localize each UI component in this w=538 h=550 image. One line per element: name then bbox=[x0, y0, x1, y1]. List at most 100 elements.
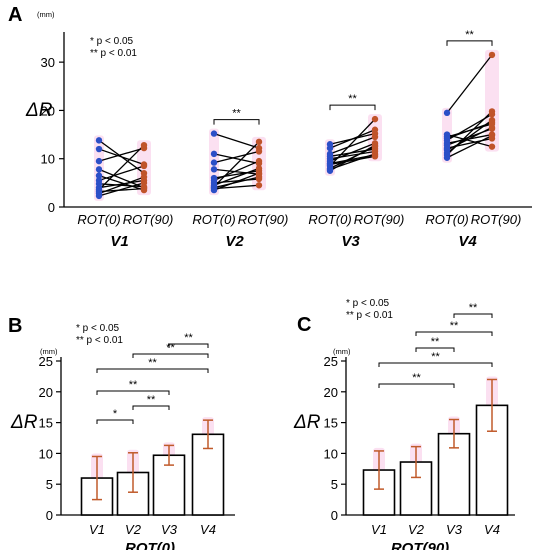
panel-b-y-tick-label: 10 bbox=[39, 446, 53, 461]
panel-b-y-tick-label: 20 bbox=[39, 385, 53, 400]
panel-b-y-tick-label: 15 bbox=[39, 416, 53, 431]
panel-a-pair-line bbox=[98, 179, 145, 189]
panel-c-y-tick-label: 20 bbox=[324, 385, 338, 400]
panel-a-point-rot90 bbox=[255, 165, 263, 172]
panel-c: C * p < 0.05** p < 0.01 (mm) ΔR 0 5 10 15 20 25 V1… bbox=[293, 298, 515, 550]
panel-c-category-label: V3 bbox=[446, 522, 463, 537]
panel-b-letter: B bbox=[8, 315, 22, 337]
panel-a-group-v3: ** ROT(0) ROT(90) V3 bbox=[308, 93, 404, 250]
panel-a-condition-label: ROT(0) bbox=[425, 212, 468, 227]
panel-b: B * p < 0.05** p < 0.01 (mm) ΔR 0 5 10 15 20 25 V1… bbox=[8, 315, 235, 550]
panel-a-pair-line bbox=[98, 182, 145, 197]
panel-a-condition-label: ROT(90) bbox=[354, 212, 405, 227]
panel-a-condition-label: ROT(0) bbox=[192, 212, 235, 227]
panel-a-condition-label: ROT(0) bbox=[77, 212, 120, 227]
panel-a-point-rot0 bbox=[95, 137, 103, 144]
panel-c-y-tick-label: 5 bbox=[331, 477, 338, 492]
panel-b-comparison-stars: * bbox=[113, 408, 118, 420]
panel-a-pair-line bbox=[213, 184, 260, 190]
panel-b-sig-legend-1: ** p < 0.01 bbox=[76, 335, 123, 346]
panel-a-ylabel: ΔR bbox=[25, 100, 53, 121]
panel-a-point-rot90 bbox=[371, 133, 379, 141]
panel-b-comparison-stars: ** bbox=[166, 342, 175, 354]
panel-a-y-tick-label: 10 bbox=[41, 152, 55, 167]
panel-a-pair-line bbox=[213, 160, 260, 182]
panel-b-category-label: V4 bbox=[200, 522, 216, 537]
panel-a-point-rot0 bbox=[95, 157, 103, 165]
panel-c-sig-legend-1: ** p < 0.01 bbox=[346, 310, 393, 321]
panel-a-pair-line bbox=[213, 176, 260, 189]
panel-a-point-rot90 bbox=[488, 124, 496, 131]
panel-a-point-rot0 bbox=[95, 166, 103, 173]
panel-a-point-rot0 bbox=[210, 150, 218, 158]
panel-a-point-rot0 bbox=[210, 186, 218, 194]
panel-c-y-tick-label: 0 bbox=[331, 508, 338, 523]
panel-b-ylabel: ΔR bbox=[10, 412, 38, 433]
panel-b-comparison-bracket bbox=[168, 343, 209, 348]
panel-a-point-rot0 bbox=[443, 109, 451, 117]
panel-c-unit-label: (mm) bbox=[333, 347, 351, 356]
panel-a-condition-label: ROT(90) bbox=[471, 212, 522, 227]
panel-a-point-rot90 bbox=[255, 138, 263, 146]
panel-a-pair-line bbox=[329, 136, 376, 155]
panel-b-comparison-bracket bbox=[96, 390, 170, 395]
panel-c-letter: C bbox=[297, 314, 311, 336]
panel-a-group-label: V4 bbox=[458, 233, 477, 250]
panel-a-group-v4: ** ROT(0) ROT(90) V4 bbox=[425, 29, 521, 250]
panel-a-point-rot90 bbox=[371, 150, 379, 158]
panel-a-pair-line bbox=[446, 121, 493, 140]
panel-a-pair-line bbox=[98, 148, 145, 166]
panel-a-pair-line bbox=[213, 167, 260, 186]
panel-a-point-rot0 bbox=[95, 192, 103, 200]
panel-a-unit-label: (mm) bbox=[37, 10, 55, 19]
panel-a-point-rot0 bbox=[210, 166, 218, 173]
panel-c-y-tick-label: 10 bbox=[324, 446, 338, 461]
panel-a-pair-line bbox=[329, 144, 376, 172]
panel-b-comparison-stars: ** bbox=[184, 332, 193, 344]
panel-a-point-rot0 bbox=[95, 172, 103, 179]
panel-a-point-rot90 bbox=[488, 132, 496, 139]
panel-a-haze bbox=[485, 49, 499, 152]
panel-a-y-tick-label: 20 bbox=[41, 103, 55, 118]
panel-b-category-label: V3 bbox=[161, 522, 178, 537]
panel-c-sig-legend-0: * p < 0.05 bbox=[346, 298, 390, 309]
panel-c-comparison-stars: ** bbox=[450, 320, 459, 332]
panel-a-pair-line bbox=[213, 172, 260, 191]
panel-c-comparison-bracket bbox=[415, 331, 493, 336]
panel-b-sig-legend-0: * p < 0.05 bbox=[76, 323, 120, 334]
panel-a-group-v1: ROT(0) ROT(90) V1 bbox=[77, 135, 173, 250]
panel-a-pair-line bbox=[446, 126, 493, 151]
panel-a-sig-bracket bbox=[213, 119, 260, 125]
panel-a-point-rot90 bbox=[255, 170, 263, 177]
panel-a-point-rot90 bbox=[255, 157, 263, 165]
panel-c-comparison-stars: ** bbox=[412, 372, 421, 384]
panel-a-point-rot90 bbox=[488, 108, 496, 115]
panel-a-point-rot90 bbox=[371, 115, 379, 123]
panel-a-sig-legend-1: ** p < 0.01 bbox=[90, 48, 137, 59]
panel-a-point-rot0 bbox=[210, 130, 218, 137]
panel-b-comparison-bracket bbox=[132, 405, 170, 410]
panel-a-point-rot90 bbox=[255, 182, 263, 189]
panel-b-comparison-stars: ** bbox=[148, 357, 157, 369]
panel-a-point-rot90 bbox=[255, 148, 263, 155]
panel-a-point-rot90 bbox=[488, 119, 496, 126]
panel-a-pair-line bbox=[98, 144, 145, 191]
panel-a-group-label: V2 bbox=[225, 233, 244, 250]
panel-a-pair-line bbox=[329, 129, 376, 149]
panel-c-y-tick-label: 25 bbox=[324, 354, 338, 369]
panel-b-comparison-bracket bbox=[96, 368, 209, 373]
panel-a-pair-line bbox=[446, 134, 493, 159]
panel-c-category-label: V2 bbox=[408, 522, 425, 537]
panel-a-pair-line bbox=[98, 165, 145, 182]
panel-a-point-rot90 bbox=[140, 173, 148, 181]
panel-b-y-tick-label: 0 bbox=[46, 508, 53, 523]
panel-b-comparison-stars: ** bbox=[147, 394, 156, 406]
panel-a-point-rot0 bbox=[443, 154, 451, 161]
panel-a-sig-stars: ** bbox=[348, 93, 357, 105]
panel-a-point-rot90 bbox=[140, 141, 148, 149]
panel-a-sig-stars: ** bbox=[232, 108, 241, 120]
panel-a-y-tick-label: 0 bbox=[48, 200, 55, 215]
panel-c-comparison-stars: ** bbox=[431, 351, 440, 363]
panel-a-pair-line bbox=[213, 150, 260, 164]
